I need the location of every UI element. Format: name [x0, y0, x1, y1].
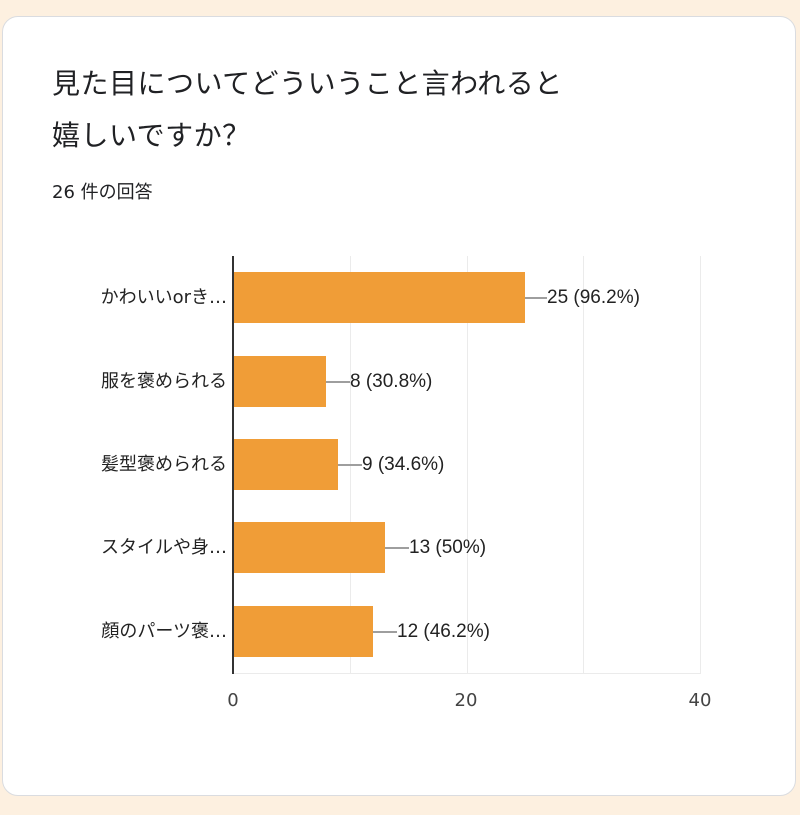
- plot-bottom-border: [233, 673, 701, 674]
- category-label-3: スタイルや身…: [101, 537, 227, 558]
- bar-4[interactable]: [233, 606, 373, 657]
- y-axis-line: [232, 256, 234, 674]
- leader-line-2: [338, 464, 362, 466]
- bar-chart-plot-area: 25 (96.2%) 8 (30.8%) 9 (34.6%) 13 (50%) …: [232, 256, 701, 674]
- bar-2[interactable]: [233, 439, 338, 490]
- category-label-1: 服を褒められる: [101, 371, 227, 392]
- data-label-1: 8 (30.8%): [350, 371, 433, 392]
- leader-line-0: [525, 297, 547, 299]
- gridline-30: [583, 256, 584, 674]
- question-title: 見た目についてどういうこと言われると 嬉しいですか？: [52, 58, 692, 162]
- category-label-4: 顔のパーツ褒…: [101, 621, 227, 642]
- response-count: 26 件の回答: [52, 182, 153, 203]
- data-label-3: 13 (50%): [409, 537, 487, 558]
- leader-line-3: [385, 547, 409, 549]
- leader-line-1: [326, 381, 350, 383]
- question-title-line-2: 嬉しいですか？: [52, 119, 251, 152]
- x-tick-40: 40: [688, 690, 712, 711]
- x-tick-0: 0: [227, 690, 239, 711]
- question-title-line-1: 見た目についてどういうこと言われると: [52, 67, 563, 100]
- leader-line-4: [373, 631, 397, 633]
- data-label-4: 12 (46.2%): [397, 621, 490, 642]
- response-summary-card: [2, 16, 796, 796]
- category-label-2: 髪型褒められる: [101, 454, 227, 475]
- gridline-40: [700, 256, 701, 674]
- bar-0[interactable]: [233, 272, 525, 323]
- bar-1[interactable]: [233, 356, 326, 407]
- data-label-2: 9 (34.6%): [362, 454, 445, 475]
- x-tick-20: 20: [454, 690, 478, 711]
- bar-3[interactable]: [233, 522, 385, 573]
- gridline-20: [467, 256, 468, 674]
- category-label-0: かわいいorき…: [100, 287, 227, 308]
- data-label-0: 25 (96.2%): [547, 287, 640, 308]
